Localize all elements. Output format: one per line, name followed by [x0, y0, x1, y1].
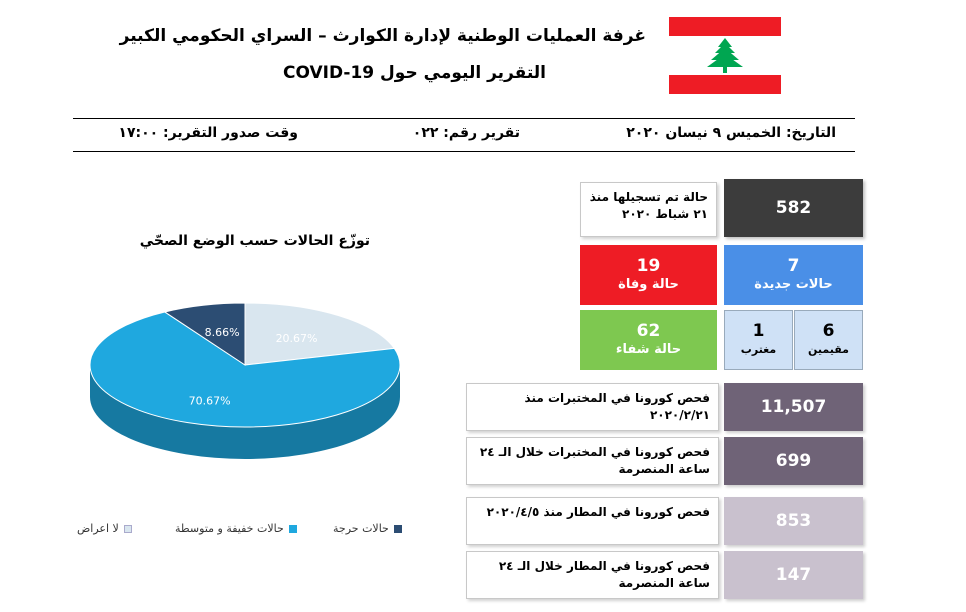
legend-label-mild: حالات خفيفة و متوسطة: [175, 522, 284, 535]
airport-tests-24h-value: 147: [775, 565, 812, 585]
lab-tests-total-value: 11,507: [760, 397, 827, 417]
pie-side-1: [90, 365, 400, 459]
total-cases-value: 582: [775, 198, 812, 218]
lab-tests-24h-label-box: فحص كورونا في المختبرات خلال الـ ٢٤ ساعة…: [466, 437, 719, 485]
expats-box: 1 مغترب: [724, 310, 793, 370]
deaths-label: حالة وفاة: [618, 277, 679, 292]
lebanon-flag-icon: [669, 17, 781, 94]
report-date: التاريخ: الخميس ٩ نيسان ٢٠٢٠: [626, 125, 836, 141]
expats-label: مغترب: [740, 343, 777, 356]
legend-label-critical: حالات حرجة: [333, 522, 389, 535]
airport-tests-24h-box: 147: [724, 551, 863, 599]
pie-chart: 20.67% 70.67% 8.66%: [89, 302, 401, 459]
lab-tests-total-box: 11,507: [724, 383, 863, 431]
airport-tests-total-value: 853: [775, 511, 812, 531]
pie-label-2: 8.66%: [205, 326, 240, 339]
header-rule-bottom: [73, 151, 855, 152]
new-cases-label: حالات جديدة: [754, 277, 833, 292]
pie-slice-0: [244, 302, 396, 366]
new-cases-box: 7 حالات جديدة: [724, 245, 863, 305]
chart-title: توزّع الحالات حسب الوضع الصحّي: [139, 233, 370, 249]
airport-tests-24h-label: فحص كورونا في المطار خلال الـ ٢٤ ساعة ال…: [498, 559, 710, 590]
lab-tests-total-label: فحص كورونا في المختبرات منذ ٢٠٢٠/٢/٢١: [524, 391, 710, 422]
residents-value: 6: [822, 321, 835, 341]
pie-slice-1: [89, 311, 401, 428]
pie-label-0: 20.67%: [276, 332, 318, 345]
report-number: تقرير رقم: ٠٢٢: [412, 125, 520, 141]
airport-tests-24h-label-box: فحص كورونا في المطار خلال الـ ٢٤ ساعة ال…: [466, 551, 719, 599]
recovered-value: 62: [636, 321, 661, 341]
lab-tests-total-label-box: فحص كورونا في المختبرات منذ ٢٠٢٠/٢/٢١: [466, 383, 719, 431]
residents-box: 6 مقيمين: [794, 310, 863, 370]
recovered-label: حالة شفاء: [615, 342, 682, 357]
lab-tests-24h-value: 699: [775, 451, 812, 471]
airport-tests-total-box: 853: [724, 497, 863, 545]
legend-swatch-no-symptoms: [123, 524, 132, 533]
pie-slice-2: [163, 302, 246, 366]
residents-label: مقيمين: [808, 343, 849, 356]
recovered-box: 62 حالة شفاء: [580, 310, 717, 370]
legend-swatch-mild: [288, 524, 297, 533]
airport-tests-total-label: فحص كورونا في المطار منذ ٢٠٢٠/٤/٥: [486, 505, 710, 519]
legend-no-symptoms: لا اعراض: [77, 522, 132, 535]
legend-mild: حالات خفيفة و متوسطة: [175, 522, 297, 535]
total-cases-box: 582: [724, 179, 863, 237]
expats-value: 1: [752, 321, 765, 341]
deaths-box: 19 حالة وفاة: [580, 245, 717, 305]
lab-tests-24h-label: فحص كورونا في المختبرات خلال الـ ٢٤ ساعة…: [479, 445, 710, 476]
pie-label-1: 70.67%: [189, 395, 231, 408]
report-subtitle: التقرير اليومي حول COVID-19: [283, 63, 546, 83]
airport-tests-total-label-box: فحص كورونا في المطار منذ ٢٠٢٠/٤/٥: [466, 497, 719, 545]
total-cases-label: حالة تم تسجيلها منذ ٢١ شباط ٢٠٢٠: [589, 190, 708, 221]
new-cases-value: 7: [787, 256, 800, 276]
report-time: وقت صدور التقرير: ١٧:٠٠: [118, 125, 298, 141]
report-title: غرفة العمليات الوطنية لإدارة الكوارث – ا…: [119, 26, 646, 46]
legend-label-no-symptoms: لا اعراض: [77, 522, 119, 535]
header-rule-top: [73, 118, 855, 119]
deaths-value: 19: [636, 256, 661, 276]
total-cases-label-box: حالة تم تسجيلها منذ ٢١ شباط ٢٠٢٠: [580, 182, 717, 237]
legend-critical: حالات حرجة: [333, 522, 402, 535]
lab-tests-24h-box: 699: [724, 437, 863, 485]
legend-swatch-critical: [393, 524, 402, 533]
